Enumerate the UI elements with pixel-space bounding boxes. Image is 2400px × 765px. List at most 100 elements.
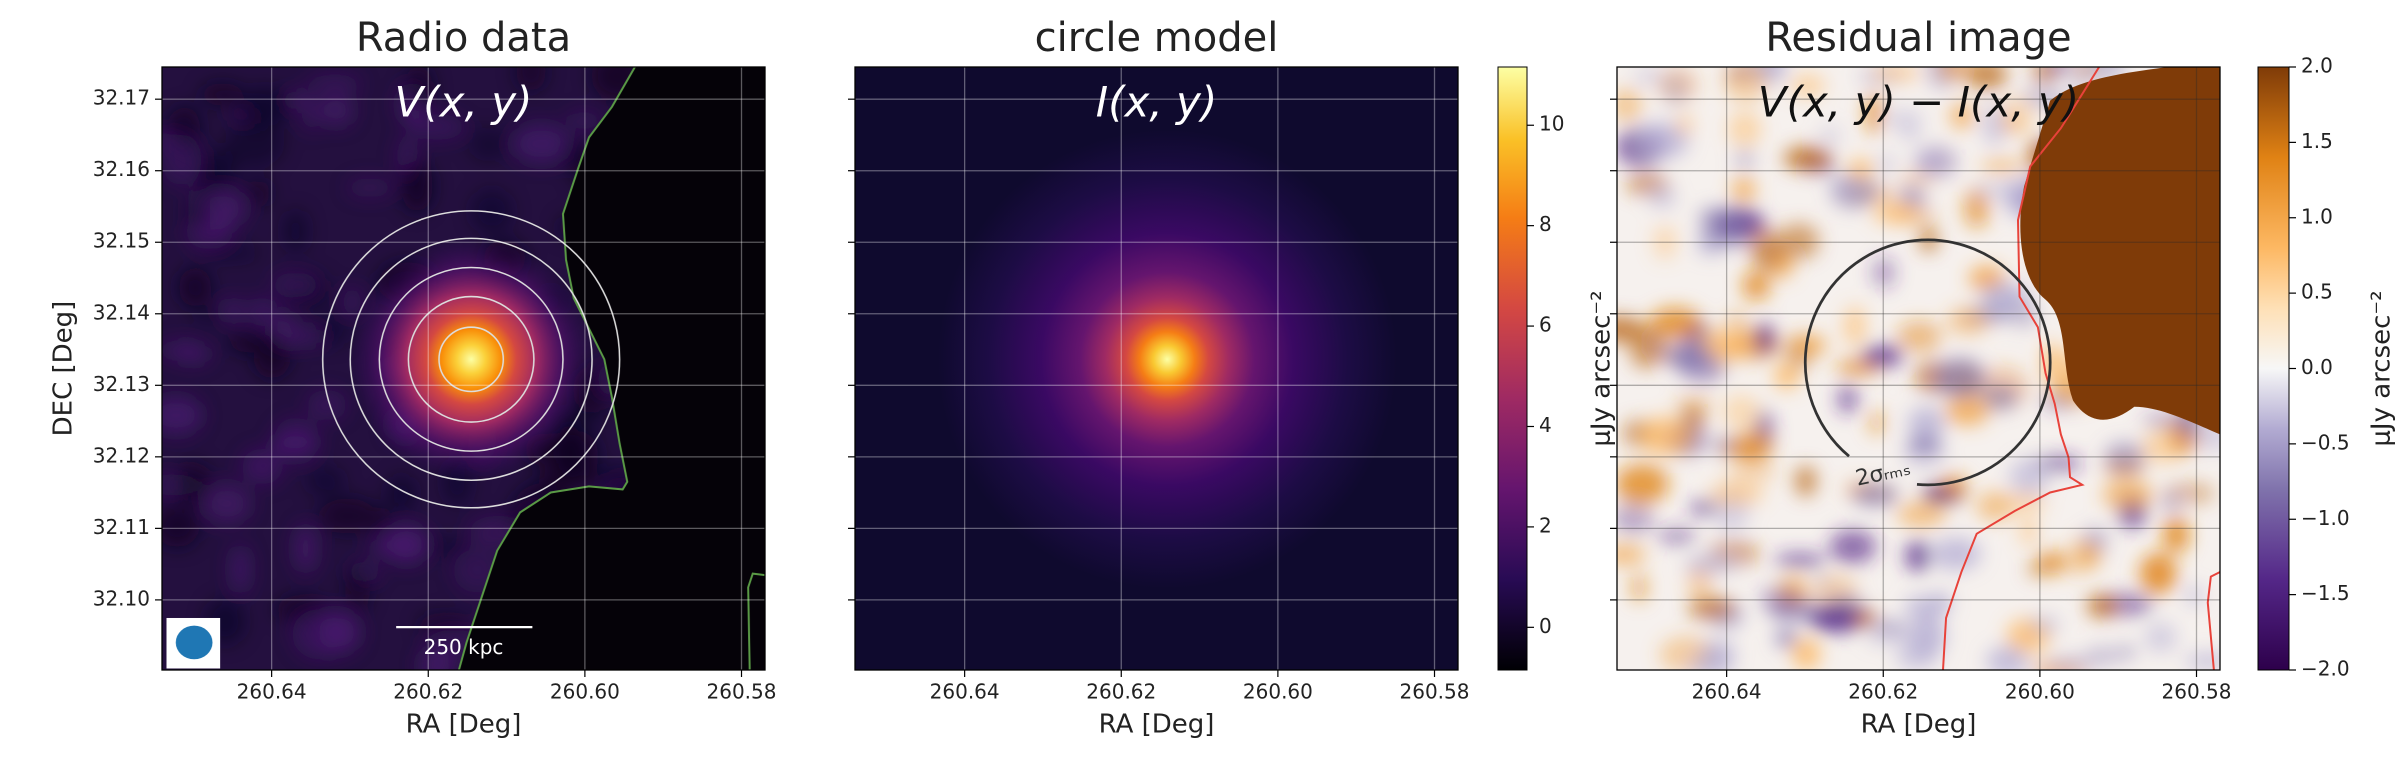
panel-title: Residual image [1765, 15, 2071, 61]
noise-blob [1734, 148, 1756, 170]
x-axis-label: RA [Deg] [1861, 710, 1977, 740]
noise-blob [1792, 638, 1821, 671]
noise-blob [2085, 646, 2120, 666]
noise-blob [417, 613, 471, 634]
noise-blob [2162, 516, 2190, 554]
noise-blob [1674, 397, 1714, 410]
noise-blob [241, 448, 283, 485]
x-axis-label: RA [Deg] [1099, 710, 1215, 740]
x-tick-label: 260.58 [2162, 680, 2232, 704]
noise-blob [1904, 595, 1947, 619]
noise-blob [515, 67, 547, 93]
noise-blob [1617, 464, 1669, 504]
noise-blob [1829, 529, 1877, 564]
noise-blob [1760, 585, 1805, 612]
noise-blob [162, 134, 202, 186]
noise-blob [230, 544, 250, 594]
noise-blob [1868, 410, 1885, 436]
noise-blob [2117, 645, 2137, 659]
noise-blob [1871, 256, 1896, 289]
rms-circle [1803, 238, 2052, 487]
noise-blob [246, 297, 278, 326]
noise-blob [175, 461, 212, 506]
noise-blob [1733, 428, 1774, 465]
noise-blob [1986, 646, 2029, 671]
x-tick-label: 260.62 [1848, 680, 1918, 704]
colorbar [1497, 66, 1528, 671]
y-tick-label: 32.11 [93, 515, 150, 539]
noise-blob [1899, 185, 1926, 209]
axes-frame [854, 66, 1459, 671]
model-source [937, 129, 1397, 589]
noise-blob [1773, 362, 1800, 390]
noise-blob [2184, 653, 2221, 669]
x-tick-label: 260.60 [2005, 680, 2075, 704]
y-tick-label: 32.14 [93, 300, 150, 324]
contour [457, 67, 636, 671]
noise-blob [1688, 598, 1737, 620]
noise-blob [272, 272, 319, 298]
noise-blob [1851, 484, 1898, 506]
noise-blob [1861, 345, 1903, 367]
noise-blob [292, 609, 348, 660]
noise-blob [1912, 147, 1945, 177]
noise-blob [271, 434, 318, 451]
noise-blob [225, 117, 285, 168]
noise-blob [2139, 552, 2177, 595]
colorbar-tick-label: −1.0 [2301, 506, 2350, 530]
x-axis-label: RA [Deg] [406, 710, 522, 740]
noise-blob [342, 286, 362, 317]
colorbar-tick-label: 6 [1539, 313, 1552, 337]
noise-blob [344, 564, 371, 612]
noise-blob [1755, 322, 1774, 354]
x-tick-label: 260.62 [1086, 680, 1156, 704]
noise-blob [1849, 158, 1873, 180]
noise-blob [1617, 88, 1642, 122]
y-tick-label: 32.13 [93, 372, 150, 396]
noise-blob [306, 466, 344, 496]
noise-blob [1725, 463, 1778, 482]
noise-blob [1707, 435, 1740, 454]
noise-blob [1727, 313, 1746, 327]
noise-blob [1837, 385, 1858, 414]
x-tick-label: 260.58 [1400, 680, 1470, 704]
x-tick-label: 260.60 [1243, 680, 1313, 704]
noise-blob [1795, 465, 1817, 497]
y-tick-label: 32.15 [93, 229, 150, 253]
colorbar-tick-label: 10 [1539, 112, 1564, 136]
noise-blob [1843, 305, 1867, 347]
noise-blob [294, 524, 318, 573]
colorbar-tick-label: −2.0 [2301, 657, 2350, 681]
noise-blob [2032, 67, 2055, 84]
radio-image [162, 67, 766, 671]
noise-blob [283, 209, 308, 253]
noise-blob [1870, 67, 1922, 81]
noise-blob [240, 86, 290, 126]
annotation: V(x, y) − I(x, y) [1758, 78, 2079, 127]
noise-blob [1747, 226, 1782, 268]
y-tick-label: 32.17 [93, 86, 150, 110]
noise-blob [1676, 114, 1693, 135]
noise-blob [1742, 271, 1770, 301]
noise-blob [1947, 307, 1990, 335]
noise-blob [1617, 501, 1655, 536]
panel-title: circle model [1035, 15, 1279, 61]
noise-blob [1777, 223, 1820, 260]
noise-blob [1931, 537, 1981, 571]
x-tick-label: 260.64 [930, 680, 1000, 704]
noise-blob [1666, 345, 1713, 369]
colorbar-tick-label: 0.5 [2301, 280, 2333, 304]
noise-blob [383, 524, 430, 565]
noise-blob [2073, 67, 2096, 78]
noise-blob [1896, 502, 1947, 527]
saturated-region [2020, 67, 2221, 435]
noise-blob [289, 327, 327, 345]
noise-blob [1839, 182, 1863, 197]
colorbar [2257, 66, 2290, 671]
noise-blob [1878, 153, 1895, 174]
noise-blob [247, 179, 272, 207]
noise-blob [1704, 640, 1735, 670]
noise-blob [1819, 125, 1842, 146]
